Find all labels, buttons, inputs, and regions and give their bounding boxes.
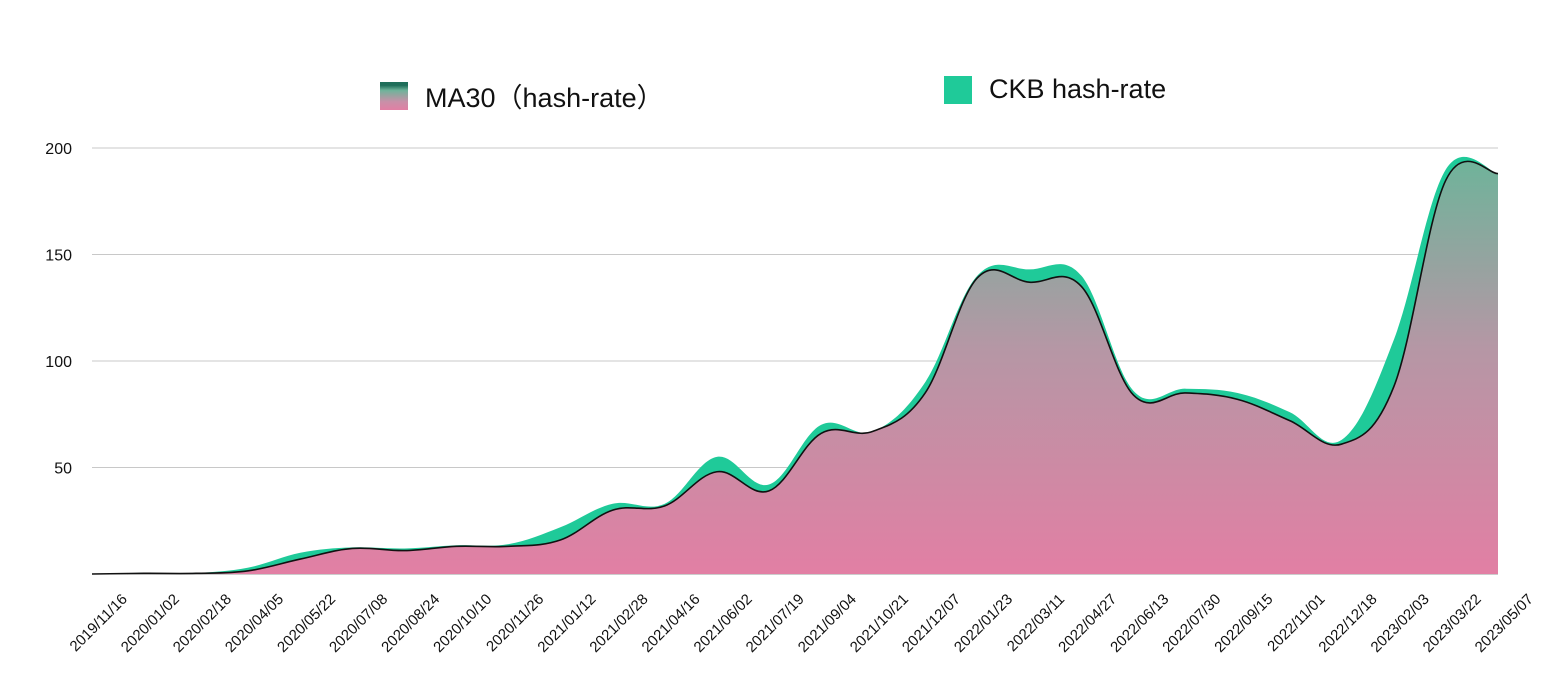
- legend-label-ma30: MA30（hash-rate）: [425, 83, 664, 113]
- x-axis-ticks: 2019/11/162020/01/022020/02/182020/04/05…: [67, 591, 1537, 656]
- series-layer: [91, 156, 1499, 575]
- y-tick-label: 200: [45, 141, 72, 158]
- legend-item-ma30: MA30（hash-rate）: [380, 76, 664, 115]
- series-line-ma30: [91, 160, 1499, 575]
- legend-swatch-ckb: [944, 75, 972, 104]
- y-tick-label: 100: [45, 354, 72, 371]
- legend-item-ckb: CKB hash-rate: [944, 74, 1166, 105]
- y-tick-label: 150: [45, 248, 72, 265]
- y-axis-ticks: 200 150 100 50: [45, 141, 72, 478]
- y-tick-label: 50: [54, 461, 72, 478]
- legend-label-ckb: CKB hash-rate: [989, 74, 1167, 104]
- series-area-ma30: [92, 161, 1498, 575]
- legend-swatch-ma30: [380, 81, 408, 110]
